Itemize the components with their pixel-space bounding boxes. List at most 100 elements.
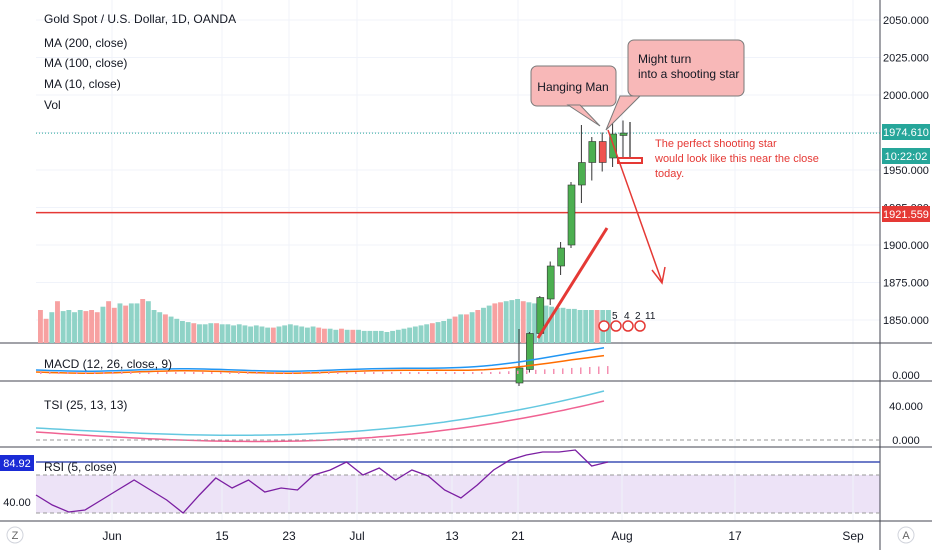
candle-body[interactable] bbox=[557, 247, 565, 267]
macd-hist-bar bbox=[310, 372, 312, 374]
volume-bar bbox=[515, 299, 520, 343]
macd-hist-bar bbox=[211, 372, 213, 374]
flag-icon bbox=[622, 320, 634, 332]
macd-hist-bar bbox=[373, 372, 375, 374]
macd-hist-bar bbox=[103, 372, 105, 374]
down-arrow[interactable] bbox=[607, 129, 663, 283]
macd-axis-tick: 0.000 bbox=[892, 370, 920, 382]
volume-bar bbox=[72, 312, 77, 343]
macd-hist-bar bbox=[238, 372, 240, 374]
study-volume[interactable]: Vol bbox=[44, 98, 61, 112]
candle-body[interactable] bbox=[546, 265, 555, 300]
candle-body[interactable] bbox=[515, 367, 524, 384]
candle-body[interactable] bbox=[578, 162, 586, 186]
volume-bar bbox=[327, 328, 333, 343]
down-arrow-head bbox=[651, 266, 666, 285]
volume-bar bbox=[435, 322, 441, 343]
volume-bar bbox=[566, 308, 572, 343]
event-flags[interactable]: 5 4 2 11 bbox=[598, 311, 656, 332]
macd-hist-bar bbox=[553, 368, 555, 374]
macd-hist-bar bbox=[247, 372, 249, 374]
macd-hist-bar bbox=[436, 372, 438, 374]
volume-bar bbox=[378, 330, 384, 343]
study-ma10[interactable]: MA (10, close) bbox=[44, 77, 121, 91]
macd-hist-bar bbox=[418, 372, 420, 374]
macd-hist-bar bbox=[382, 372, 384, 374]
macd-hist-bar bbox=[454, 372, 456, 374]
volume-bar bbox=[446, 318, 452, 343]
macd-pane[interactable] bbox=[0, 343, 880, 380]
candle-body[interactable] bbox=[526, 333, 534, 370]
candle-body[interactable] bbox=[588, 141, 597, 163]
time-tick: Aug bbox=[611, 529, 632, 543]
volume-bar bbox=[208, 323, 214, 343]
macd-hist-bar bbox=[202, 372, 204, 374]
callout-shooting-star[interactable]: Might turn into a shooting star bbox=[605, 39, 745, 131]
hypothetical-shooting-star[interactable] bbox=[617, 157, 643, 164]
volume-bar bbox=[259, 326, 265, 343]
volume-bar bbox=[532, 303, 538, 343]
price-pane[interactable] bbox=[0, 0, 880, 343]
macd-hist-bar bbox=[364, 372, 366, 374]
last-price-badge bbox=[882, 124, 930, 140]
macd-hist-bar bbox=[112, 372, 114, 374]
chart-title[interactable]: Gold Spot / U.S. Dollar, 1D, OANDA bbox=[44, 12, 237, 26]
study-ma100[interactable]: MA (100, close) bbox=[44, 56, 128, 70]
study-ma200[interactable]: MA (200, close) bbox=[44, 36, 128, 50]
z-button[interactable] bbox=[6, 526, 24, 544]
macd-hist-bar bbox=[274, 372, 276, 374]
candle-body[interactable] bbox=[598, 141, 607, 163]
volume-bar bbox=[390, 330, 396, 343]
volume-bar bbox=[89, 310, 94, 343]
macd-label[interactable]: MACD (12, 26, close, 9) bbox=[44, 357, 173, 371]
macd-hist-bar bbox=[526, 370, 528, 374]
callout-hanging-man[interactable]: Hanging Man bbox=[530, 65, 617, 127]
candle-body[interactable] bbox=[619, 132, 628, 136]
volume-bar bbox=[225, 324, 231, 343]
volume-bar bbox=[236, 324, 242, 343]
volume-bar bbox=[151, 310, 157, 343]
macd-hist-bar bbox=[544, 369, 546, 374]
volume-bar bbox=[242, 325, 248, 343]
volume-bar bbox=[162, 314, 168, 343]
price-tick: 1950.000 bbox=[883, 165, 929, 177]
volume-bar bbox=[168, 316, 174, 343]
auto-scale-button[interactable] bbox=[897, 526, 915, 544]
price-axis[interactable]: 2050.0002025.0002000.0001975.0001950.000… bbox=[883, 15, 929, 327]
macd-hist-bar bbox=[220, 372, 222, 374]
time-axis[interactable]: Jun 15 23 Jul 13 21 Aug 17 Sep bbox=[102, 529, 864, 543]
macd-line bbox=[35, 347, 605, 372]
macd-hist-bar bbox=[148, 372, 150, 374]
resistance-value: 1921.559 bbox=[883, 209, 929, 221]
volume-bar bbox=[174, 318, 180, 343]
volume-bar bbox=[441, 321, 447, 343]
volume-bar bbox=[304, 327, 310, 343]
volume-bar bbox=[231, 325, 236, 343]
resistance-badge bbox=[882, 206, 930, 222]
macd-hist-bar bbox=[562, 368, 564, 374]
rsi-label[interactable]: RSI (5, close) bbox=[44, 460, 117, 474]
volume-bar bbox=[111, 307, 117, 343]
macd-hist-bar bbox=[580, 367, 582, 374]
macd-hist-bar bbox=[184, 372, 186, 374]
shooting-star-text-1: Might turn bbox=[638, 52, 691, 66]
candle-body[interactable] bbox=[567, 184, 576, 246]
macd-hist-bar bbox=[139, 372, 141, 374]
trend-arrow[interactable] bbox=[536, 227, 609, 339]
tsi-label[interactable]: TSI (25, 13, 13) bbox=[44, 398, 128, 412]
volume-bar bbox=[577, 310, 583, 343]
tsi-pane[interactable] bbox=[0, 382, 880, 446]
macd-hist-bar bbox=[94, 372, 96, 374]
volume-bar bbox=[117, 303, 123, 343]
volume-bar bbox=[43, 318, 49, 343]
macd-hist-bar bbox=[121, 372, 123, 374]
macd-hist-bar bbox=[319, 372, 321, 374]
auto-scale-label: A bbox=[902, 530, 910, 542]
tsi-line bbox=[35, 390, 605, 437]
macd-hist-bar bbox=[607, 366, 609, 374]
macd-hist-bar bbox=[283, 372, 285, 374]
price-tick: 1900.000 bbox=[883, 240, 929, 252]
volume-bar bbox=[498, 302, 503, 343]
volume-bar bbox=[145, 301, 151, 343]
